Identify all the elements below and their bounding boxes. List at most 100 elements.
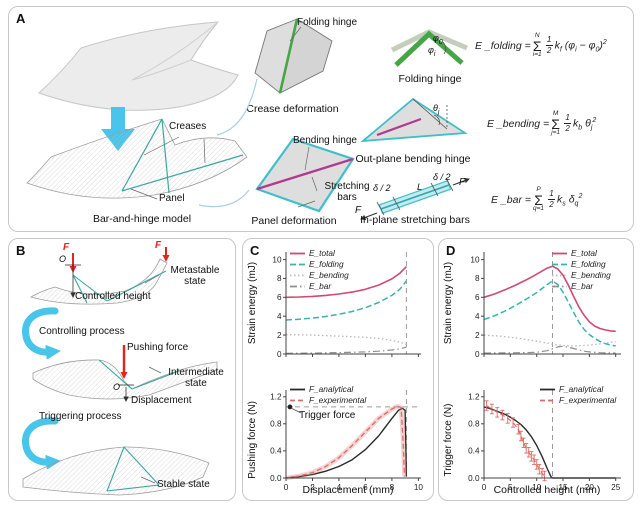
svg-text:8: 8: [390, 483, 395, 492]
c-xlabel: Displacement (mm): [302, 484, 394, 496]
d-xlabel: Controlled height (mm): [493, 484, 601, 496]
legend-line-icon: [289, 385, 306, 394]
force-f-label: F: [63, 242, 70, 253]
svg-text:0.4: 0.4: [270, 447, 282, 456]
svg-text:0: 0: [482, 483, 487, 492]
svg-text:6: 6: [475, 293, 480, 302]
controlling-process-arrow-icon: [21, 307, 61, 359]
svg-text:0.4: 0.4: [468, 447, 480, 456]
svg-text:10: 10: [470, 255, 480, 264]
force-arrow-left-icon: [360, 212, 378, 220]
delta-left-label: δ / 2: [373, 183, 391, 193]
panel-a-letter: A: [16, 11, 26, 26]
creases-label: Creases: [169, 121, 207, 132]
svg-text:0: 0: [277, 350, 282, 359]
c-energy-legend: E_total E_folding E_bending E_bar: [289, 248, 349, 292]
stretching-bar-glyph: [360, 177, 470, 220]
svg-text:6: 6: [363, 483, 368, 492]
svg-text:10: 10: [272, 255, 282, 264]
bending-glyph-caption: Out-plane bending hinge: [355, 153, 471, 165]
svg-text:0.8: 0.8: [270, 420, 282, 429]
trigger-force-vs-height-chart: 0.0 0.4 0.8 1.2 0 5 10 15 20 25: [463, 385, 627, 495]
theta-label: θj: [433, 103, 440, 116]
bending-hinge-callout-label: Bending hinge: [293, 135, 357, 146]
legend-line-icon: [551, 282, 568, 291]
controlled-height-label: Controlled height: [75, 291, 151, 302]
legend-line-icon: [289, 260, 306, 269]
panel-label: Panel: [159, 193, 185, 204]
phi0-label: φ0: [433, 33, 443, 46]
svg-text:0: 0: [475, 350, 480, 359]
svg-text:10: 10: [532, 483, 542, 492]
bending-hinge-glyph: [360, 97, 468, 143]
svg-text:0.0: 0.0: [270, 474, 282, 483]
bar-glyph-caption: In-plane stretching bars: [360, 214, 470, 226]
svg-text:4: 4: [337, 483, 342, 492]
c-force-legend: F_analytical F_experimental: [289, 384, 366, 406]
d-energy-ylabel: Strain energy (mJ): [443, 261, 454, 345]
model-caption: Bar-and-hinge model: [92, 213, 192, 225]
phii-label: φi: [428, 45, 436, 58]
c-force-ylabel: Pushing force (N): [247, 401, 258, 479]
metastable-mesh-drawing: [29, 247, 170, 305]
panel-d-letter: D: [446, 243, 456, 258]
legend-line-icon: [551, 260, 568, 269]
bar-hinge-mesh-drawing: [26, 118, 248, 199]
svg-text:20: 20: [585, 483, 595, 492]
svg-text:6: 6: [277, 293, 282, 302]
stable-mesh-drawing: [22, 446, 210, 496]
legend-line-icon: [289, 271, 306, 280]
origin-label: O: [59, 254, 67, 264]
panel-b: B F F O Controlled height Metastable sta…: [8, 238, 236, 501]
crease-deformation-drawing: [254, 18, 333, 94]
bar-force-right-label: F: [459, 177, 466, 188]
svg-text:4: 4: [475, 312, 480, 321]
panel-a: A Creases Panel Bar-and-hinge model Fold…: [8, 6, 634, 232]
bar-force-left-label: F: [355, 205, 362, 216]
panel-b-letter: B: [16, 243, 26, 258]
svg-text:2: 2: [277, 331, 282, 340]
origin-label: O: [113, 382, 121, 392]
svg-text:2: 2: [310, 483, 315, 492]
svg-text:10: 10: [414, 483, 424, 492]
folding-hinge-callout-label: Folding hinge: [297, 17, 358, 28]
force-f-label: F: [155, 240, 162, 251]
legend-line-icon: [289, 396, 306, 405]
d-energy-legend: E_total E_folding E_bending E_bar: [551, 248, 611, 292]
d-force-ylabel: Trigger force (N): [443, 403, 454, 477]
legend-line-icon: [551, 249, 568, 258]
metastable-state-label: Metastable state: [170, 265, 220, 288]
delta-right-label: δ / 2: [433, 172, 451, 182]
pushing-force-vs-displacement-chart: 0.0 0.4 0.8 1.2 0 2 4 6 8 10: [265, 385, 427, 495]
legend-line-icon: [289, 282, 306, 291]
svg-text:0.0: 0.0: [468, 474, 480, 483]
legend-line-icon: [551, 271, 568, 280]
panel-c-letter: C: [250, 243, 260, 258]
stable-state-label: Stable state: [157, 479, 210, 490]
svg-text:0.8: 0.8: [468, 420, 480, 429]
intermediate-state-label: Intermediate state: [168, 367, 224, 390]
svg-text:8: 8: [475, 274, 480, 283]
triggering-process-arrow-icon: [21, 417, 61, 469]
legend-line-icon: [289, 249, 306, 258]
svg-text:0: 0: [284, 483, 289, 492]
triggering-process-label: Triggering process: [39, 411, 122, 422]
svg-text:1.2: 1.2: [468, 393, 480, 402]
svg-text:8: 8: [277, 274, 282, 283]
svg-text:15: 15: [558, 483, 568, 492]
intermediate-mesh-drawing: [32, 345, 218, 402]
c-energy-ylabel: Strain energy (mJ): [247, 261, 258, 345]
stretching-bars-label: Stretching bars: [324, 181, 370, 204]
svg-text:4: 4: [277, 312, 282, 321]
d-force-legend: F_analytical F_experimental: [539, 384, 616, 406]
legend-line-icon: [539, 385, 556, 394]
pushing-force-label: Pushing force: [127, 342, 189, 353]
trigger-force-annotation: Trigger force: [299, 410, 356, 421]
svg-text:2: 2: [475, 331, 480, 340]
crease-caption: Crease deformation: [246, 103, 339, 115]
folding-hinge-glyph: [390, 29, 468, 67]
